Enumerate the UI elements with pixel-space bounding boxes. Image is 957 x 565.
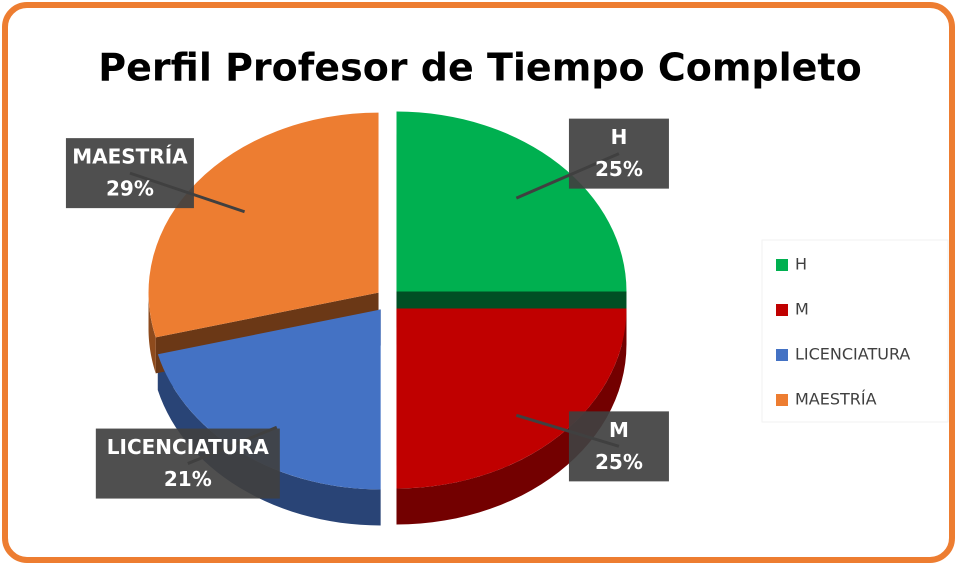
data-label-box xyxy=(95,428,280,499)
legend-label: M xyxy=(795,300,809,319)
slice xyxy=(396,308,627,489)
chart-title: Perfil Profesor de Tiempo Completo xyxy=(98,46,861,90)
legend-swatch xyxy=(776,304,788,316)
legend-swatch xyxy=(776,349,788,361)
legend-label: H xyxy=(795,255,807,274)
data-label-name: LICENCIATURA xyxy=(107,435,270,459)
data-label-name: MAESTRÍA xyxy=(72,145,188,169)
slice-side xyxy=(148,292,156,374)
legend-swatch xyxy=(776,259,788,271)
data-label-value: 25% xyxy=(595,450,643,474)
legend-box xyxy=(761,239,949,423)
data-label-name: H xyxy=(611,125,628,149)
data-label-box xyxy=(65,138,194,209)
data-label-name: M xyxy=(609,418,629,442)
slice xyxy=(396,111,627,292)
data-label-value: 25% xyxy=(595,157,643,181)
legend-label: LICENCIATURA xyxy=(795,345,910,364)
slice xyxy=(157,309,381,490)
slice xyxy=(148,112,379,338)
data-label-box xyxy=(568,411,669,482)
data-label-box xyxy=(568,118,669,189)
data-label-value: 29% xyxy=(106,177,154,201)
legend-label: MAESTRÍA xyxy=(795,390,877,409)
legend-swatch xyxy=(776,394,788,406)
data-label-value: 21% xyxy=(164,467,212,491)
